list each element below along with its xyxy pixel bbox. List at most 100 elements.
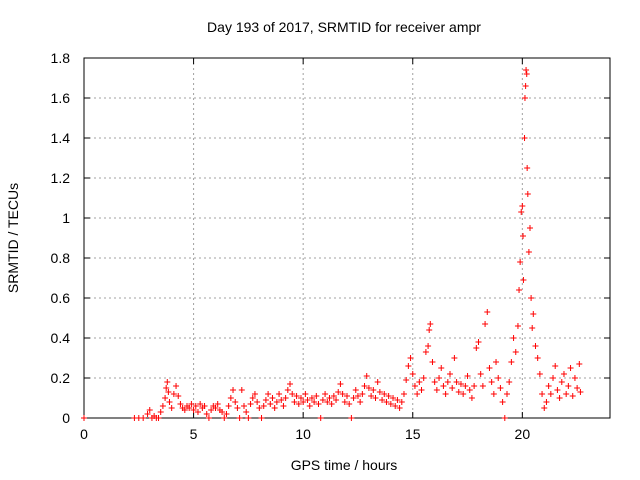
data-point xyxy=(293,393,300,399)
data-point xyxy=(569,393,576,399)
data-point xyxy=(230,387,237,393)
data-point xyxy=(165,389,172,395)
data-point xyxy=(162,395,169,401)
data-point xyxy=(484,309,491,315)
data-point xyxy=(473,345,480,351)
data-point xyxy=(516,287,523,293)
data-point xyxy=(350,395,357,401)
data-point xyxy=(521,95,528,101)
data-point xyxy=(547,391,554,397)
data-point xyxy=(429,359,436,365)
data-point xyxy=(486,365,493,371)
data-point xyxy=(522,83,529,89)
data-point xyxy=(173,383,180,389)
data-point xyxy=(523,67,530,73)
data-point xyxy=(405,363,412,369)
data-point xyxy=(337,381,344,387)
data-point xyxy=(449,385,456,391)
y-tick-label: 0.8 xyxy=(51,250,71,266)
data-point xyxy=(234,405,241,411)
data-point xyxy=(577,389,584,395)
data-points xyxy=(81,67,584,421)
data-point xyxy=(451,355,458,361)
data-point xyxy=(527,225,534,231)
data-point xyxy=(490,391,497,397)
data-point xyxy=(269,395,276,401)
data-point xyxy=(359,391,366,397)
data-point xyxy=(534,355,541,361)
data-point xyxy=(426,327,433,333)
data-point xyxy=(271,405,278,411)
data-point xyxy=(363,373,370,379)
data-point xyxy=(519,203,526,209)
data-point xyxy=(518,209,525,215)
y-tick-label: 0.2 xyxy=(51,370,71,386)
grid-lines xyxy=(84,58,610,418)
data-point xyxy=(214,401,221,407)
data-point xyxy=(571,375,578,381)
data-point xyxy=(313,393,320,399)
data-point xyxy=(265,391,272,397)
chart-title: Day 193 of 2017, SRMTID for receiver amp… xyxy=(207,19,481,35)
y-axis-label: SRMTID / TECUs xyxy=(5,183,21,293)
data-point xyxy=(256,405,263,411)
y-tick-label: 1.4 xyxy=(51,130,71,146)
x-tick-label: 0 xyxy=(80,426,88,442)
data-point xyxy=(501,415,508,421)
data-point xyxy=(576,361,583,367)
data-point xyxy=(208,407,215,413)
axis-ticks: 0 5 10 15 20 0 0.2 0.4 0.6 0.8 1 1.2 1.4 1.6 1.8 xyxy=(51,50,610,442)
data-point xyxy=(383,399,390,405)
data-point xyxy=(155,415,162,421)
data-point xyxy=(190,407,197,413)
data-point xyxy=(497,385,504,391)
data-point xyxy=(188,401,195,407)
data-point xyxy=(519,233,526,239)
plot-frame xyxy=(83,57,611,419)
data-point xyxy=(304,397,311,403)
data-point xyxy=(385,393,392,399)
data-point xyxy=(567,365,574,371)
data-point xyxy=(238,387,245,393)
data-point xyxy=(227,395,234,401)
data-point xyxy=(466,387,473,393)
data-point xyxy=(414,391,421,397)
data-point xyxy=(558,379,565,385)
data-point xyxy=(300,399,307,405)
data-point xyxy=(352,387,359,393)
data-point xyxy=(543,399,550,405)
data-point xyxy=(284,387,291,393)
y-tick-label: 0.6 xyxy=(51,290,71,306)
data-point xyxy=(203,411,210,417)
data-point xyxy=(295,401,302,407)
data-point xyxy=(339,391,346,397)
data-point xyxy=(517,259,524,265)
data-point xyxy=(357,399,364,405)
data-point xyxy=(245,415,252,421)
data-point xyxy=(232,399,239,405)
data-point xyxy=(260,403,267,409)
data-point xyxy=(560,371,567,377)
data-point xyxy=(262,397,269,403)
data-point xyxy=(311,399,318,405)
y-tick-label: 0.4 xyxy=(51,330,71,346)
data-point xyxy=(240,403,247,409)
data-point xyxy=(554,387,561,393)
data-point xyxy=(324,399,331,405)
data-point xyxy=(532,343,539,349)
data-point xyxy=(81,415,87,421)
data-point xyxy=(536,371,543,377)
data-point xyxy=(468,395,475,401)
data-point xyxy=(326,395,333,401)
data-point xyxy=(455,389,462,395)
data-point xyxy=(475,339,482,345)
data-point xyxy=(427,321,434,327)
data-point xyxy=(528,295,535,301)
data-point xyxy=(396,405,403,411)
data-point xyxy=(453,379,460,385)
data-point xyxy=(354,393,361,399)
data-point xyxy=(400,391,407,397)
y-tick-label: 0 xyxy=(62,410,70,426)
data-point xyxy=(166,399,173,405)
data-point xyxy=(438,365,445,371)
